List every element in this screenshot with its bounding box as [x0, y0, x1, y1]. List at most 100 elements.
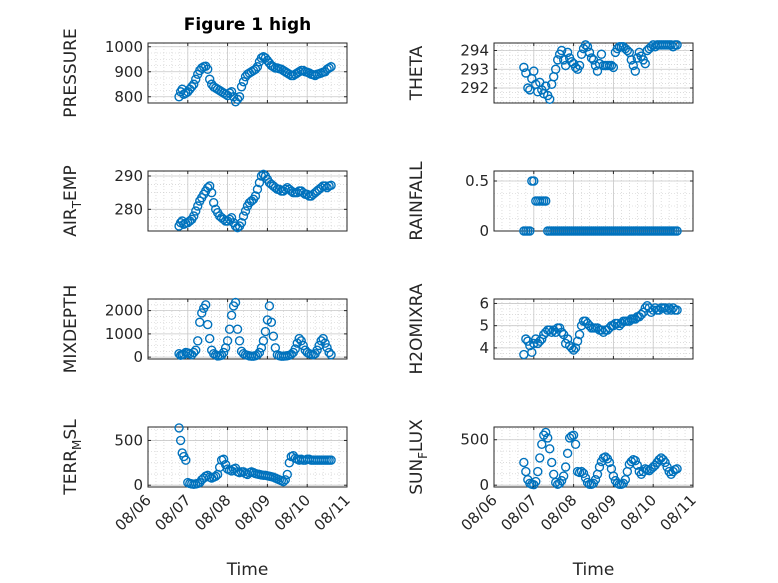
y-tick-label: 500 — [114, 431, 143, 449]
data-point — [554, 323, 565, 333]
data-point — [537, 439, 547, 449]
data-point — [187, 82, 197, 92]
x-tick-label: 08/06 — [458, 491, 501, 534]
y-tick-label: 6 — [479, 294, 489, 312]
x-tick-label: 08/06 — [112, 491, 155, 534]
data-point — [278, 476, 289, 487]
data-point — [529, 338, 539, 349]
data-point — [558, 471, 569, 481]
data-point — [238, 211, 249, 221]
data-point — [606, 60, 617, 71]
data-point — [572, 336, 583, 346]
data-point — [537, 334, 547, 344]
data-point — [594, 462, 605, 472]
data-point — [197, 308, 207, 318]
subplot-rainfall: 0 0.5 RAINFALL — [407, 161, 694, 241]
data-point — [566, 343, 577, 353]
data-point — [189, 347, 199, 358]
y-tick-label: 0.5 — [465, 172, 489, 190]
data-point — [280, 184, 291, 195]
data-point — [326, 455, 336, 465]
y-tick-label: 4 — [479, 339, 489, 357]
data-point — [318, 333, 328, 344]
data-point — [206, 187, 217, 198]
y-tick-label: 290 — [114, 167, 143, 185]
y-tick-label: 0 — [479, 476, 489, 494]
data-point — [216, 350, 227, 360]
data-point — [562, 334, 573, 344]
data-point — [320, 181, 330, 191]
data-point — [202, 319, 213, 330]
data-point — [525, 226, 535, 236]
x-axis-label: Time — [572, 560, 615, 580]
data-point — [584, 47, 595, 58]
data-point — [294, 333, 304, 344]
y-tick-label: 1000 — [105, 38, 143, 56]
data-point — [529, 66, 539, 76]
axes-box — [147, 42, 348, 104]
data-point — [562, 47, 573, 58]
data-point — [658, 455, 668, 465]
data-point — [672, 40, 682, 50]
data-point — [664, 466, 674, 477]
data-point — [258, 336, 269, 346]
y-tick-label: 800 — [114, 88, 143, 106]
data-point — [222, 336, 233, 346]
data-point — [232, 324, 243, 334]
y-axis-label: AIRTEMP — [61, 165, 84, 236]
y-axis-label: SUNFLUX — [407, 419, 430, 495]
y-tick-label: 294 — [460, 42, 489, 60]
data-point — [284, 458, 294, 468]
y-tick-label: 0 — [133, 476, 143, 494]
data-point — [226, 212, 237, 223]
data-point — [312, 345, 322, 355]
data-point — [622, 45, 633, 56]
data-point — [234, 92, 245, 102]
data-point — [519, 62, 529, 73]
x-axis-label: Time — [226, 560, 269, 580]
data-point — [296, 336, 306, 346]
data-point — [535, 453, 545, 463]
data-point — [541, 196, 551, 206]
y-axis-label: TERRMSL — [61, 419, 84, 496]
data-point — [193, 336, 203, 346]
x-tick-label: 08/10 — [271, 491, 314, 534]
data-point — [556, 45, 567, 56]
data-point — [547, 327, 557, 338]
data-point — [191, 206, 201, 216]
y-axis-label: MIXDEPTH — [61, 285, 81, 374]
data-point — [531, 476, 541, 487]
data-point — [266, 317, 277, 327]
data-point — [256, 53, 267, 63]
y-tick-label: 0 — [479, 222, 489, 240]
data-point — [218, 454, 229, 464]
subplot-mixdepth: 0 1000 2000 MIXDEPTH — [61, 285, 348, 374]
y-tick-label: 5 — [479, 317, 489, 335]
data-point — [326, 350, 336, 360]
data-point — [201, 300, 211, 310]
data-point — [298, 340, 308, 351]
data-point — [175, 435, 186, 446]
data-point — [574, 60, 585, 71]
data-point — [204, 74, 215, 84]
data-point — [662, 462, 672, 472]
data-point — [590, 475, 601, 485]
data-point — [654, 455, 664, 465]
data-point — [608, 471, 619, 481]
data-point — [543, 433, 553, 443]
data-point — [640, 58, 650, 69]
data-point — [254, 177, 265, 188]
data-point — [552, 55, 563, 65]
data-point — [250, 191, 261, 201]
data-point — [636, 309, 646, 320]
data-point — [554, 478, 565, 489]
data-point — [230, 297, 241, 308]
data-point — [521, 334, 531, 344]
data-point — [545, 94, 555, 104]
data-point — [193, 201, 203, 211]
y-tick-label: 0 — [133, 348, 143, 366]
y-axis-label: THETA — [407, 45, 427, 101]
